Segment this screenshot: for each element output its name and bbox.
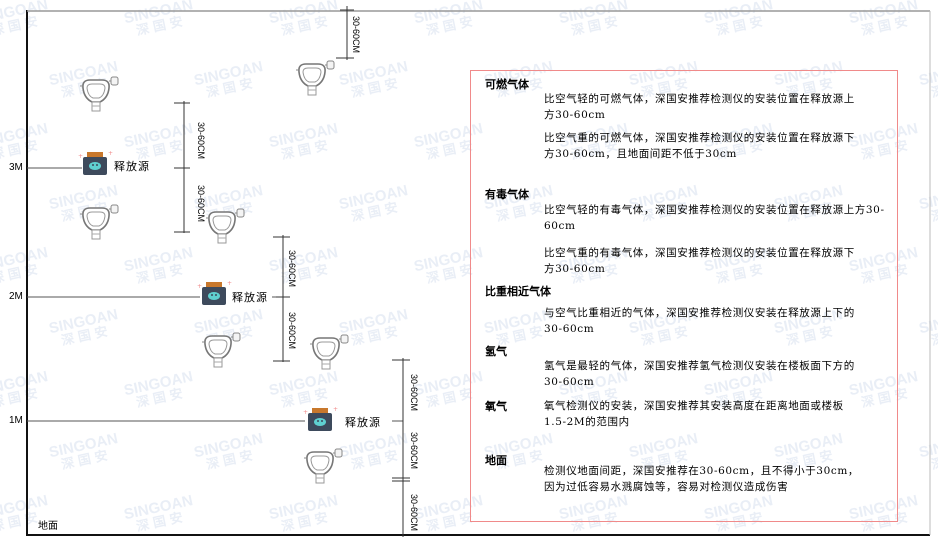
dimension-label: 30-60CM — [196, 185, 206, 223]
section-text: 与空气比重相近的气体，深国安推荐检测仪安装在释放源上下的30-60cm — [544, 307, 855, 335]
gas-detector-icon — [205, 208, 245, 244]
dimension-label: 30-60CM — [287, 250, 297, 288]
section-title-floor: 地面 — [485, 454, 507, 467]
section-text: 比空气重的有毒气体，深国安推荐检测仪的安装位置在释放源下方30-60cm — [544, 247, 855, 275]
section-text: 比空气轻的有毒气体，深国安推荐检测仪的安装位置在释放源上方30-60cm — [544, 204, 885, 232]
release-source-icon — [303, 406, 339, 431]
section-title-oxygen: 氧气 — [485, 400, 507, 413]
release-source-icon — [197, 280, 233, 305]
section-title-hydrogen: 氢气 — [485, 345, 507, 358]
section-title-toxic: 有毒气体 — [485, 188, 529, 201]
gas-detector-icon — [79, 204, 119, 240]
section-text: 比空气重的可燃气体，深国安推荐检测仪的安装位置在释放源下方30-60cm，且地面… — [544, 132, 855, 160]
section-text: 检测仪地面间距，深国安推荐在30-60cm，且不得小于30cm，因为过低容易水溅… — [544, 465, 860, 493]
dimension-label: 30-60CM — [287, 312, 297, 350]
dimension-label: 30-60CM — [196, 122, 206, 160]
release-source-icon — [78, 150, 114, 175]
level-label-3m: 3M — [9, 162, 23, 173]
section-title-combustible: 可燃气体 — [485, 78, 529, 91]
source-label: 释放源 — [232, 291, 268, 304]
gas-detector-icon — [201, 332, 241, 368]
section-text: 比空气轻的可燃气体，深国安推荐检测仪的安装位置在释放源上方30-60cm — [544, 93, 855, 121]
dimension-label: 30-60CM — [351, 16, 361, 54]
gas-detector-icon — [309, 334, 349, 370]
dimension-label: 30-60CM — [409, 374, 419, 412]
gas-detector-icon — [295, 60, 335, 96]
source-label: 释放源 — [345, 416, 381, 429]
section-text: 氧气检测仪的安装，深国安推荐其安装高度在距离地面或楼板1.5-2M的范围内 — [544, 400, 844, 428]
guidance-panel — [470, 70, 898, 522]
gas-detector-icon — [303, 448, 343, 484]
dimension-label: 30-60CM — [409, 432, 419, 470]
dimension-label: 30-60CM — [409, 494, 419, 532]
level-label-2m: 2M — [9, 291, 23, 302]
dimension-lines — [174, 6, 410, 537]
section-text: 氢气是最轻的气体，深国安推荐氢气检测仪安装在楼板面下方的30-60cm — [544, 360, 855, 388]
gas-detector-icon — [79, 76, 119, 112]
level-label-1m: 1M — [9, 415, 23, 426]
floor-label: 地面 — [38, 521, 58, 532]
source-label: 释放源 — [114, 160, 150, 173]
section-title-similar-density: 比重相近气体 — [485, 285, 551, 298]
